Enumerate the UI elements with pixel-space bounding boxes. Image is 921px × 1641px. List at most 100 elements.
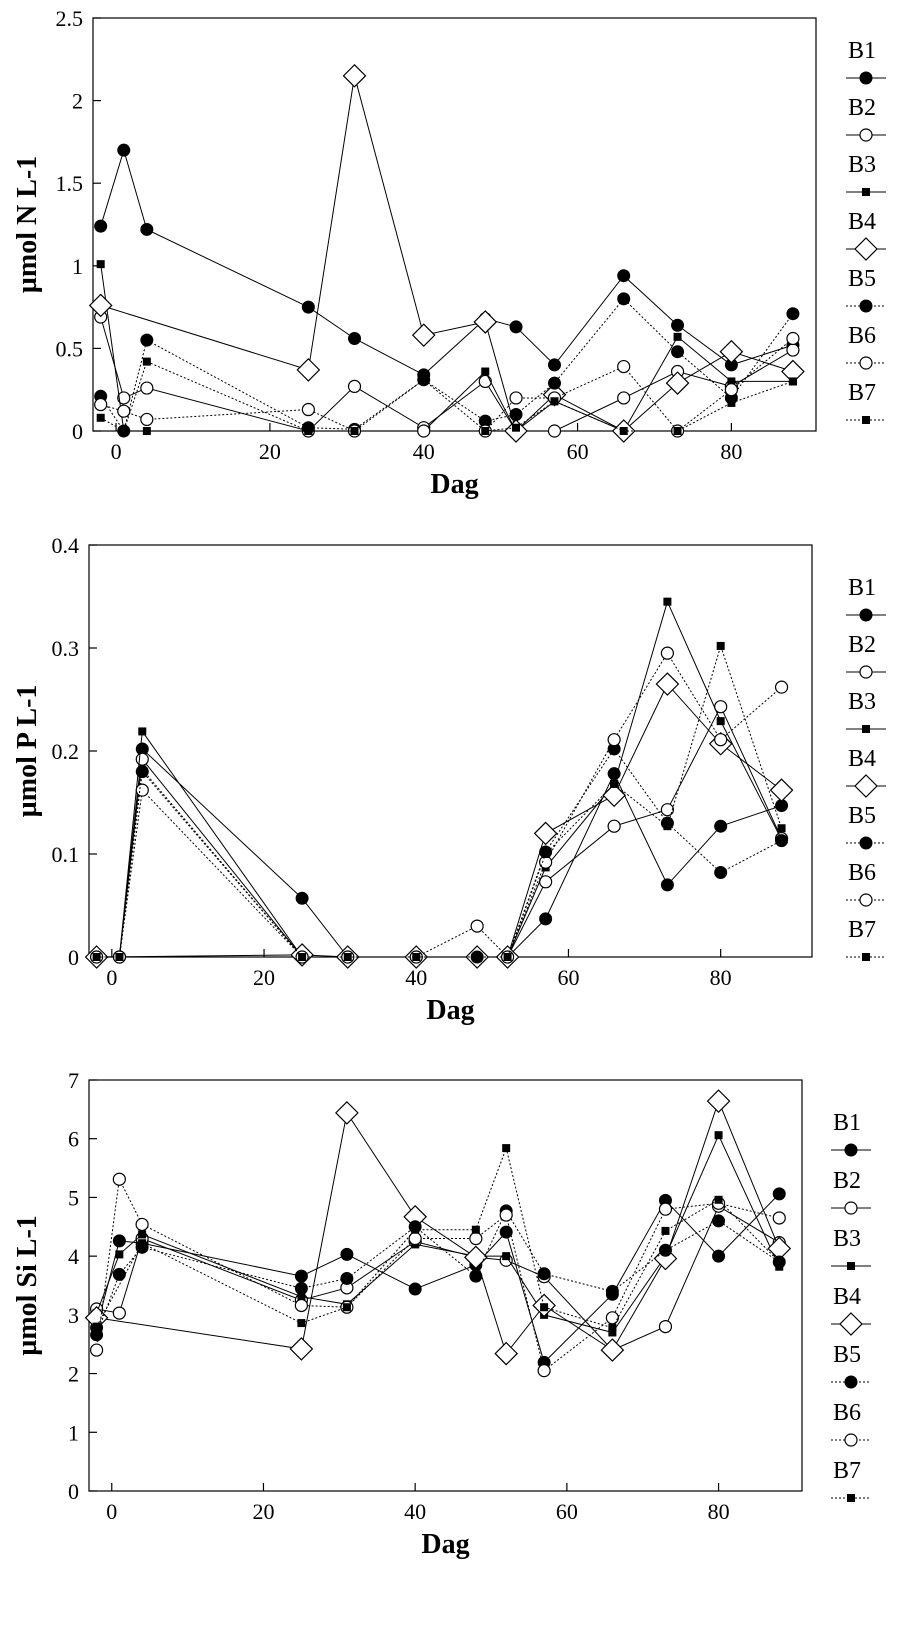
- x-tick-label: 40: [413, 439, 435, 464]
- legend-label-B2: B2: [833, 1168, 861, 1194]
- data-point-B1: [714, 819, 728, 833]
- data-point-B4: [533, 821, 558, 846]
- data-point-B7: [775, 1258, 784, 1267]
- data-point-B7: [412, 953, 421, 961]
- data-point-B7: [343, 953, 352, 961]
- data-point-B7: [142, 357, 151, 366]
- legend-marker-B4: [854, 774, 878, 798]
- series-line-B7: [96, 644, 783, 958]
- data-point-B1: [772, 1187, 786, 1201]
- data-point-B3: [297, 1292, 306, 1301]
- series-B1: [90, 1187, 786, 1369]
- series-B7: [92, 1144, 784, 1332]
- data-point-B7: [419, 375, 428, 384]
- data-point-B6: [89, 1343, 104, 1357]
- series-line-B4: [96, 683, 782, 958]
- legend-marker-B3: [862, 188, 870, 196]
- data-point-B7: [673, 427, 682, 435]
- data-point-B7: [138, 1239, 147, 1248]
- legend-marker-B7: [862, 416, 870, 424]
- data-point-B7: [471, 1225, 480, 1234]
- y-axis-label: µmol Si L-1: [12, 1215, 43, 1356]
- legend-label-B7: B7: [833, 1458, 861, 1484]
- data-point-B5: [547, 376, 561, 390]
- data-point-B5: [140, 333, 154, 347]
- data-point-B4: [600, 1338, 625, 1362]
- legend-marker-B3: [847, 1262, 855, 1270]
- data-point-B5: [294, 1281, 308, 1295]
- data-point-B7: [512, 423, 521, 432]
- plot-frame: [88, 544, 813, 958]
- data-point-B1: [94, 219, 108, 233]
- data-point-B5: [617, 292, 631, 306]
- data-point-B6: [135, 783, 149, 797]
- x-tick-label: 0: [106, 965, 117, 990]
- y-tick-label: 2: [72, 89, 83, 114]
- data-point-B1: [509, 320, 523, 334]
- series-B1: [90, 742, 789, 964]
- legend-label-B6: B6: [833, 1400, 861, 1426]
- data-point-B3: [138, 1230, 147, 1239]
- data-point-B7: [115, 953, 124, 961]
- series-line-B3: [96, 600, 783, 958]
- data-point-B1: [671, 318, 685, 332]
- data-point-B7: [716, 641, 725, 650]
- data-point-B4: [463, 1245, 488, 1270]
- data-point-B2: [347, 379, 362, 393]
- x-tick-label: 20: [259, 439, 281, 464]
- data-point-B7: [92, 953, 101, 961]
- y-tick-label: 1: [72, 254, 83, 279]
- data-point-B6: [94, 397, 108, 412]
- series-line-B2: [96, 1205, 780, 1351]
- data-point-B3: [502, 1252, 511, 1261]
- data-point-B6: [509, 391, 523, 405]
- y-tick-label: 5: [68, 1185, 79, 1210]
- x-tick-label: 80: [720, 439, 742, 464]
- x-tick-label: 40: [404, 1499, 426, 1524]
- series-line-B6: [100, 338, 794, 432]
- data-point-B1: [140, 222, 154, 236]
- data-point-B5: [112, 1267, 126, 1281]
- series-line-B5: [96, 748, 782, 958]
- series-line-B3: [100, 264, 793, 432]
- data-point-B4: [665, 371, 690, 395]
- x-tick-label: 20: [253, 965, 275, 990]
- data-point-B6: [658, 1202, 673, 1216]
- data-point-B7: [788, 377, 797, 386]
- data-point-B7: [661, 1226, 670, 1235]
- data-point-B3: [673, 332, 682, 341]
- data-point-B6: [417, 424, 431, 438]
- data-point-B7: [727, 398, 736, 407]
- legend-marker-B5: [859, 836, 873, 850]
- legend-label-B4: B4: [833, 1284, 861, 1310]
- data-point-B6: [469, 1231, 483, 1246]
- data-point-B5: [605, 1284, 619, 1298]
- y-tick-label: 0.5: [56, 336, 84, 361]
- series-B1: [94, 143, 800, 382]
- series-B3: [96, 260, 797, 435]
- series-B4: [84, 1089, 792, 1366]
- data-point-B7: [92, 1322, 101, 1331]
- x-tick-label: 60: [557, 965, 579, 990]
- x-axis-label: Dag: [430, 469, 478, 500]
- data-point-B1: [539, 912, 553, 926]
- legend-marker-B2: [859, 128, 873, 142]
- data-point-B5: [712, 1214, 726, 1228]
- legend-label-B3: B3: [848, 152, 876, 178]
- x-axis-label: Dag: [426, 995, 474, 1026]
- data-point-B3: [138, 727, 147, 736]
- data-point-B7: [714, 1195, 723, 1204]
- data-point-B4: [706, 1089, 731, 1113]
- series-B6: [90, 646, 789, 964]
- y-tick-label: 0: [68, 1479, 79, 1504]
- data-point-B1: [547, 358, 561, 372]
- legend-label-B5: B5: [833, 1342, 861, 1368]
- data-point-B1: [301, 300, 315, 314]
- x-tick-label: 80: [710, 965, 732, 990]
- data-point-B7: [298, 953, 307, 961]
- data-point-B4: [494, 1341, 519, 1366]
- legend-marker-B7: [862, 953, 870, 961]
- series-B5: [90, 1204, 786, 1342]
- data-point-B5: [786, 307, 800, 321]
- data-point-B7: [502, 1144, 511, 1153]
